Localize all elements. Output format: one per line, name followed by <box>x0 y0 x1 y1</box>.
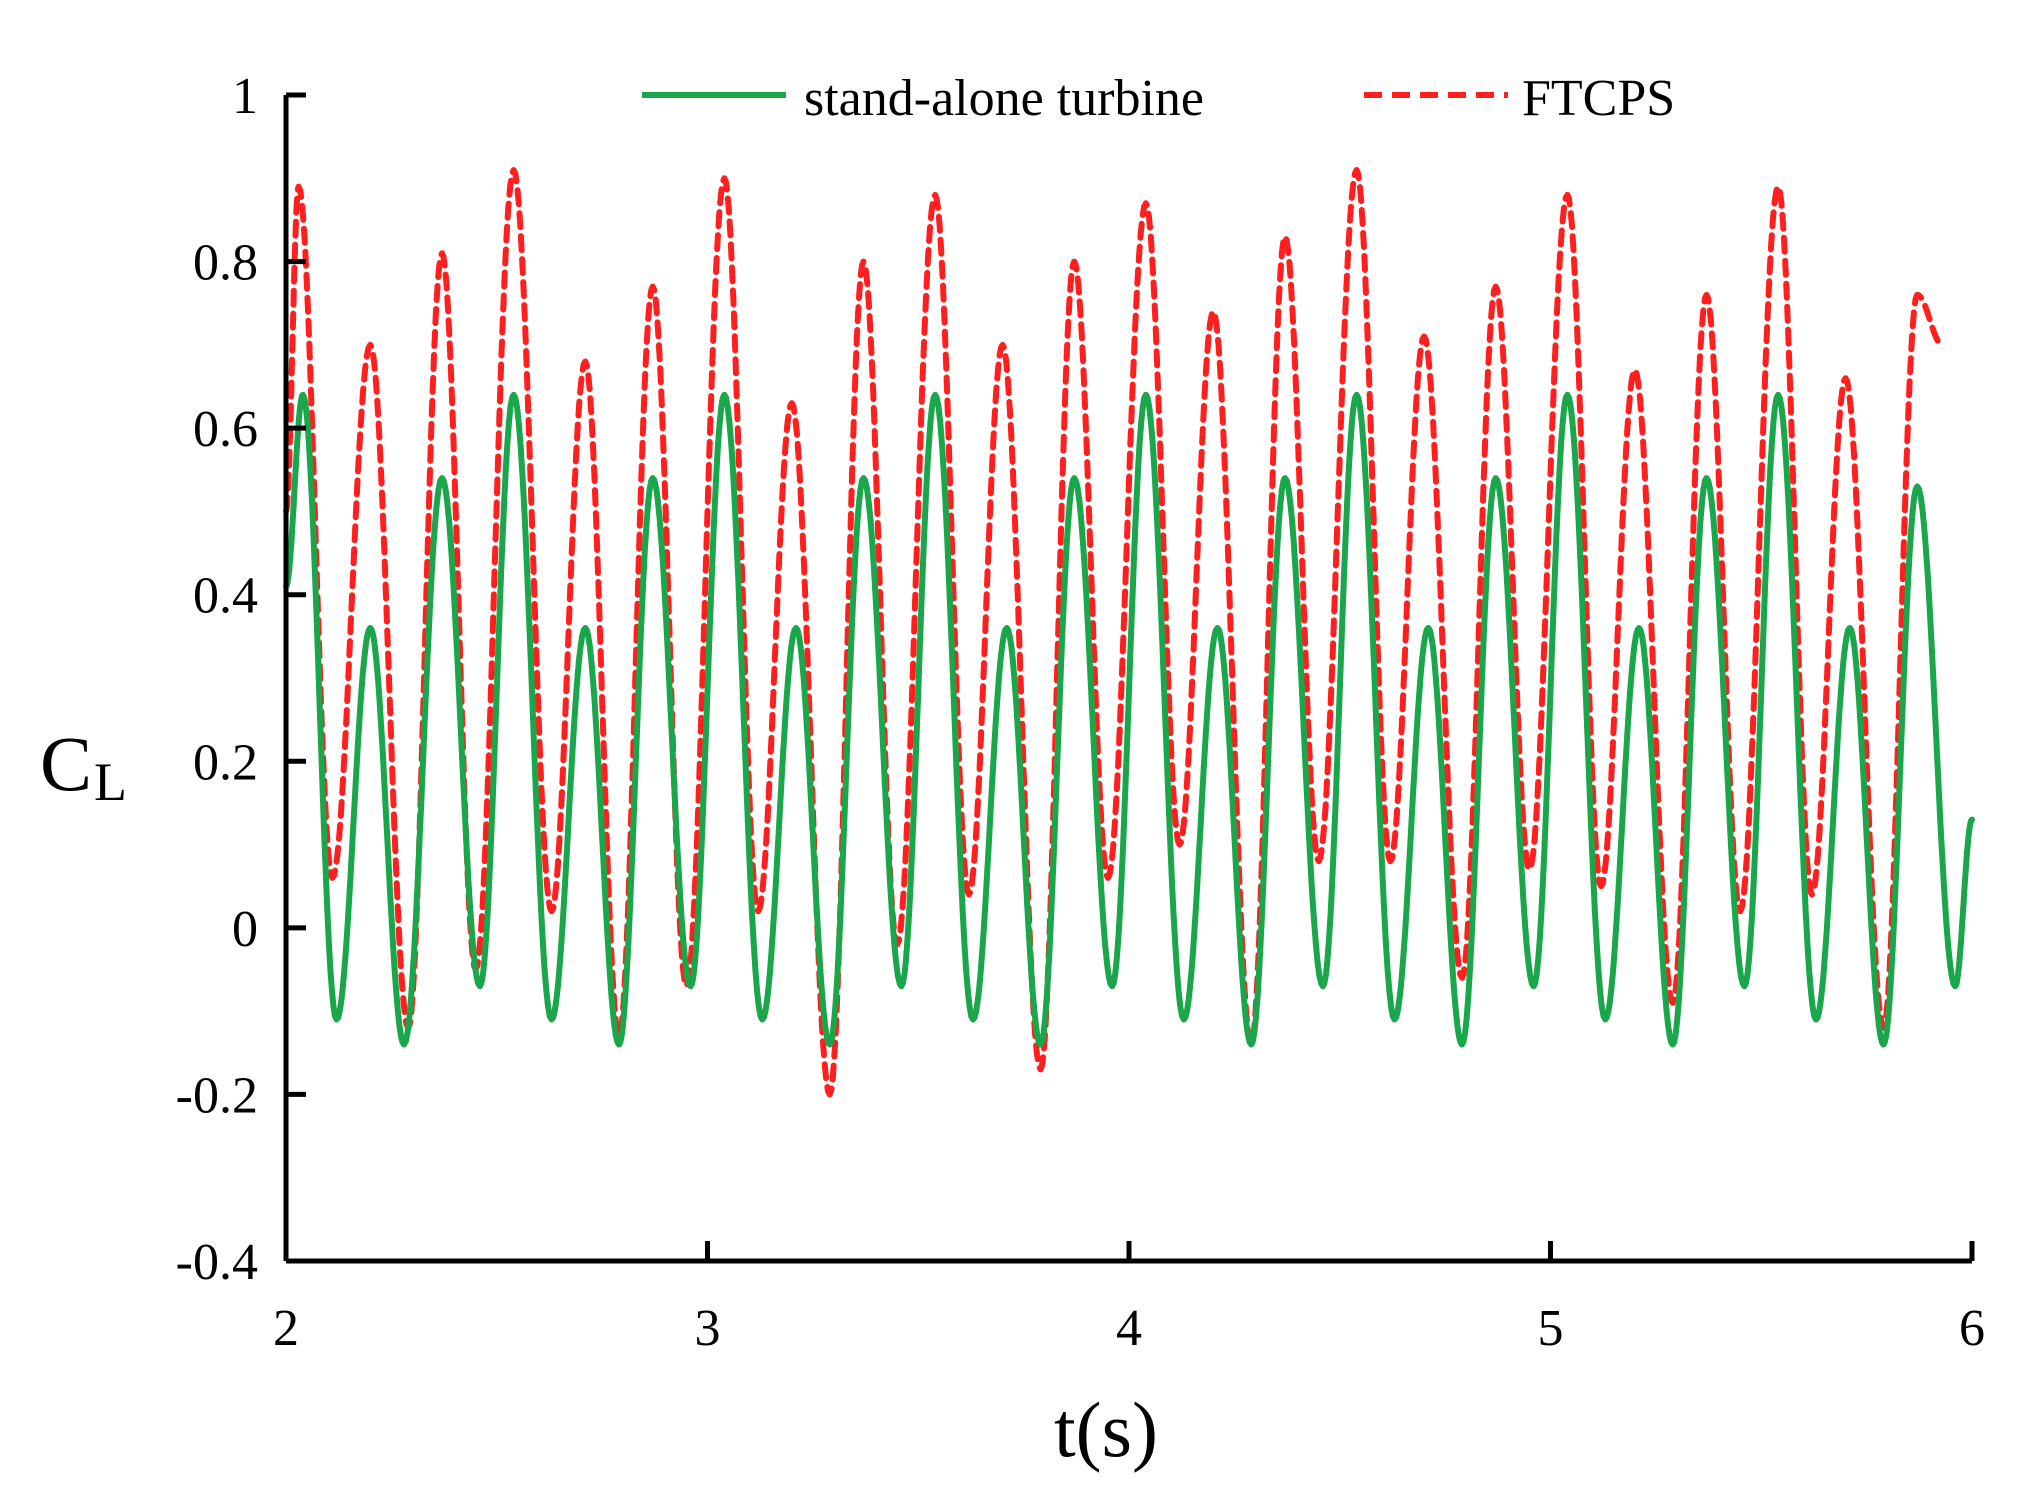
y-tick-label: 0 <box>232 901 258 958</box>
y-tick-label: -0.4 <box>176 1234 258 1291</box>
y-axis-title-main: C <box>40 720 92 807</box>
series-layer <box>283 167 1975 1098</box>
y-axis-title: C L <box>40 720 127 812</box>
x-axis-title: t(s) <box>1054 1386 1158 1473</box>
y-tick-label: 0.2 <box>193 734 258 791</box>
series-line-ftcps <box>283 167 1946 1098</box>
x-tick-label: 4 <box>1116 1300 1142 1357</box>
y-ticks: -0.4 -0.2 0 0.2 0.4 0.6 0.8 1 <box>176 68 306 1291</box>
x-ticks: 2 3 4 5 6 <box>273 1241 1985 1357</box>
x-tick-label: 5 <box>1538 1300 1564 1357</box>
y-axis-title-subscript: L <box>94 752 127 812</box>
y-tick-label: 0.6 <box>193 401 258 458</box>
legend-label-ftcps: FTCPS <box>1522 70 1675 127</box>
plot-area: -0.4 -0.2 0 0.2 0.4 0.6 0.8 1 2 3 4 5 6 <box>176 68 1985 1357</box>
y-tick-label: 0.4 <box>193 568 258 625</box>
x-tick-label: 3 <box>695 1300 721 1357</box>
x-tick-label: 2 <box>273 1300 299 1357</box>
y-tick-label: 1 <box>232 68 258 125</box>
x-tick-label: 6 <box>1959 1300 1985 1357</box>
y-tick-label: 0.8 <box>193 235 258 292</box>
legend-label-stand-alone: stand-alone turbine <box>804 70 1204 127</box>
series-line-stand-alone-turbine <box>283 391 1975 1048</box>
y-tick-label: -0.2 <box>176 1067 258 1124</box>
legend: stand-alone turbine FTCPS <box>642 70 1675 127</box>
